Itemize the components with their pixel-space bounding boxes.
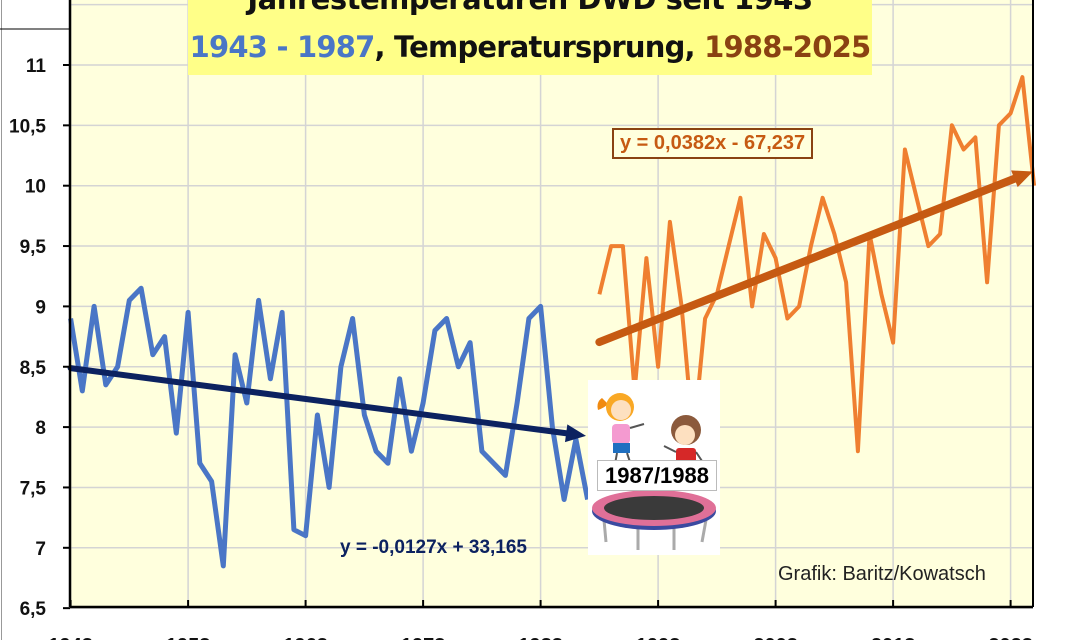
x-tick-label: 1943 xyxy=(48,635,93,640)
y-tick-label: 7 xyxy=(35,539,46,560)
x-tick-label: 1993 xyxy=(636,635,681,640)
trend-line-1 xyxy=(595,174,1019,347)
y-tick-label: 8 xyxy=(35,418,46,439)
title-middle: , Temperatursprung, xyxy=(374,30,705,64)
y-tick-label: 10 xyxy=(25,177,46,198)
y-tick-label: 7,5 xyxy=(20,478,47,499)
y-tick-label: 6,5 xyxy=(20,599,47,620)
title-line1: Jahrestemperaturen DWD seit 1943 xyxy=(188,0,872,16)
chart-title: Jahrestemperaturen DWD seit 1943 1943 - … xyxy=(188,0,872,75)
trend-equation-orange: y = 0,0382x - 67,237 xyxy=(612,128,814,159)
y-tick-label: 9 xyxy=(35,297,46,318)
x-tick-label: 1973 xyxy=(401,635,446,640)
trend-equation-blue: y = -0,0127x + 33,165 xyxy=(340,537,527,558)
x-tick-label: 2013 xyxy=(871,635,916,640)
series-line-1988-2025 xyxy=(597,75,1037,454)
title-line2: 1943 - 1987, Temperatursprung, 1988-2025 xyxy=(188,30,872,64)
y-tick-label: 9,5 xyxy=(20,237,47,258)
credit-text: Grafik: Baritz/Kowatsch xyxy=(778,563,986,585)
y-tick-label: 8,5 xyxy=(20,358,47,379)
y-tick-label: 10,5 xyxy=(9,116,46,137)
y-tick-label: 11 xyxy=(26,56,47,77)
sticker-label: 1987/1988 xyxy=(597,460,717,491)
title-period1: 1943 - 1987 xyxy=(189,30,376,64)
kids-trampoline-image: 1987/1988 xyxy=(588,380,720,555)
trend-arrowhead-0 xyxy=(564,424,586,443)
x-tick-label: 1963 xyxy=(283,635,328,640)
x-tick-label: 2003 xyxy=(753,635,798,640)
series-line-1943-1987 xyxy=(68,285,591,569)
trend-arrowhead-1 xyxy=(1011,170,1033,188)
x-tick-label: 1983 xyxy=(518,635,563,640)
plot-area xyxy=(70,0,1033,607)
x-tick-label: 2023 xyxy=(988,635,1033,640)
kids-trampoline-icon xyxy=(592,393,716,550)
axes: 6,5 7 7,5 8 8,5 9 9,5 10 10,5 11 1943 1953 1963 1973 1… xyxy=(0,0,1034,640)
series-group xyxy=(67,75,1037,569)
x-tick-label: 1953 xyxy=(166,635,211,640)
title-period2: 1988-2025 xyxy=(704,30,871,64)
trend-line-0 xyxy=(67,365,570,437)
